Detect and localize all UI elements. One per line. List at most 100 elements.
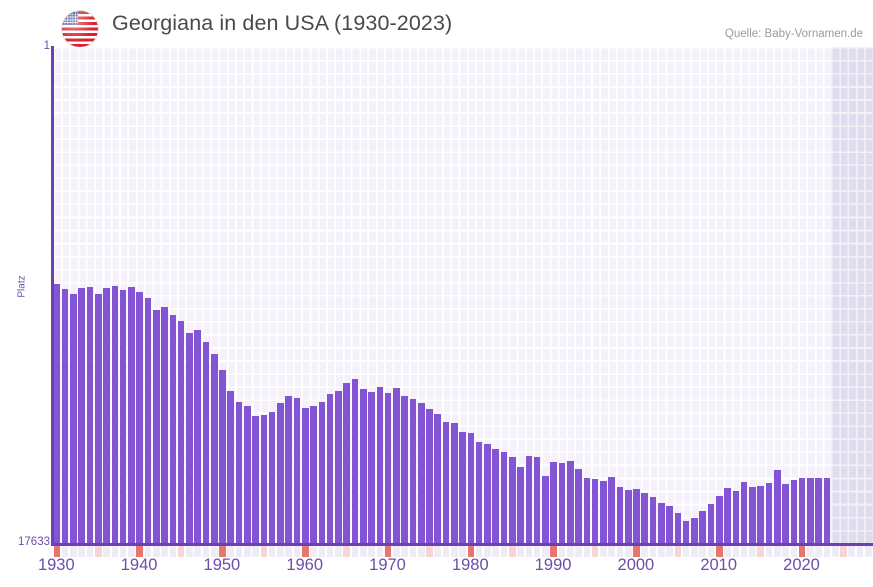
x-axis-tick — [666, 546, 673, 557]
bar — [384, 392, 392, 543]
x-axis-tick — [724, 546, 731, 557]
x-axis-tick — [111, 546, 119, 557]
x-axis-tick — [608, 546, 615, 557]
bar — [359, 389, 367, 543]
bar — [451, 422, 458, 543]
x-axis-label: 1990 — [534, 556, 572, 574]
bar — [368, 391, 375, 543]
bar — [740, 481, 748, 543]
x-axis-tick — [492, 546, 500, 557]
x-axis-tick — [558, 546, 566, 557]
x-axis-tick — [61, 546, 69, 557]
x-axis-tick — [376, 546, 384, 557]
bar — [103, 287, 110, 543]
x-axis-label: 1970 — [369, 556, 406, 574]
x-axis-tick — [210, 546, 218, 557]
x-axis-tick — [235, 546, 243, 557]
bar — [86, 287, 94, 543]
x-axis-label: 1950 — [203, 556, 241, 574]
x-axis-tick — [550, 546, 557, 557]
bar — [757, 486, 764, 543]
x-axis-tick — [740, 546, 748, 557]
x-axis-tick — [293, 546, 301, 557]
x-axis-label: 1940 — [120, 556, 158, 574]
bar — [749, 486, 756, 543]
x-axis-tick — [103, 546, 110, 557]
bar — [136, 292, 143, 543]
bar — [691, 518, 698, 543]
bar — [194, 329, 201, 543]
x-axis-tick — [128, 546, 135, 557]
bar — [699, 510, 707, 543]
bar — [244, 406, 251, 543]
bar — [459, 432, 466, 543]
x-axis-tick — [699, 546, 707, 557]
bar — [152, 310, 160, 543]
x-axis-tick — [600, 546, 607, 557]
bar — [575, 468, 582, 543]
x-axis-tick — [194, 546, 201, 557]
x-axis-tick — [252, 546, 259, 557]
x-axis-tick — [95, 546, 102, 557]
x-axis-tick — [177, 546, 185, 557]
x-axis-tick — [682, 546, 690, 557]
x-axis-tick — [641, 546, 649, 557]
bar — [815, 478, 822, 543]
bar — [782, 483, 789, 543]
bar — [542, 475, 549, 543]
x-axis-tick — [757, 546, 764, 557]
plot-area — [53, 47, 873, 543]
bar — [533, 456, 541, 543]
x-axis-tick — [285, 546, 293, 557]
bar — [227, 390, 235, 543]
bar — [70, 294, 77, 543]
bar — [252, 416, 259, 543]
x-axis-tick — [459, 546, 466, 557]
bar — [417, 402, 425, 543]
flag-gloss — [62, 11, 98, 47]
x-axis-tick — [773, 546, 781, 557]
bar — [177, 321, 185, 543]
x-axis-tick — [807, 546, 814, 557]
x-axis-tick — [442, 546, 450, 557]
x-axis-tick — [384, 546, 392, 557]
x-axis-tick — [318, 546, 326, 557]
x-axis-line — [51, 543, 873, 546]
bar — [210, 353, 218, 543]
x-axis-label: 1980 — [451, 556, 489, 574]
bar-series — [53, 47, 873, 543]
x-axis-tick — [393, 546, 400, 557]
bar — [235, 402, 243, 543]
bar — [550, 461, 557, 543]
x-axis-tick — [865, 546, 872, 557]
bar — [277, 403, 284, 543]
y-axis-tick-bottom: 17633 — [18, 536, 50, 548]
x-axis-tick — [244, 546, 251, 557]
x-axis-tick — [566, 546, 574, 557]
x-axis-tick — [268, 546, 276, 557]
x-axis-tick — [202, 546, 210, 557]
bar — [426, 409, 433, 543]
x-axis-tick — [359, 546, 367, 557]
x-axis-tick — [624, 546, 632, 557]
x-axis-label: 2000 — [617, 556, 655, 574]
x-axis-tick — [591, 546, 599, 557]
x-axis-tick — [475, 546, 483, 557]
x-axis-tick — [86, 546, 94, 557]
x-axis-tick — [732, 546, 740, 557]
chart-title: Georgiana in den USA (1930-2023) — [112, 11, 453, 35]
x-axis-tick — [790, 546, 798, 557]
bar — [260, 415, 268, 543]
bar — [566, 461, 574, 543]
x-axis-tick — [409, 546, 417, 557]
x-axis-tick — [78, 546, 86, 557]
x-axis-tick — [674, 546, 682, 557]
x-axis-tick — [749, 546, 756, 557]
x-axis-tick — [467, 546, 475, 557]
bar — [376, 387, 384, 543]
bar — [591, 478, 599, 543]
x-axis-tick — [351, 546, 359, 557]
x-axis-tick — [583, 546, 591, 557]
bar — [558, 463, 566, 543]
x-axis-tick — [716, 546, 723, 557]
